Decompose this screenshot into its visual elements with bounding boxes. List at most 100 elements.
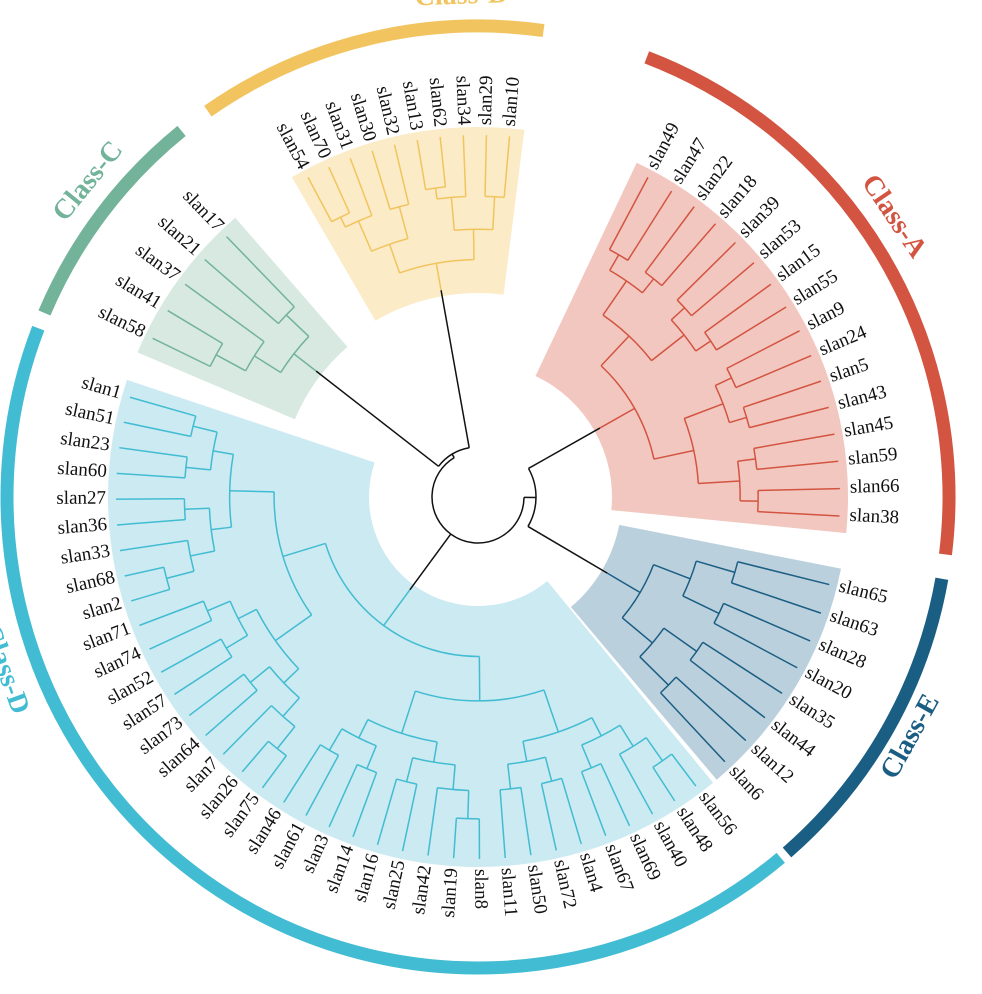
branch — [405, 757, 414, 782]
branch — [188, 673, 245, 717]
root-branch — [450, 349, 470, 448]
leaf-label: slan25 — [379, 858, 410, 911]
branch — [689, 659, 766, 719]
branch — [174, 656, 233, 695]
branch-arc — [602, 314, 653, 362]
branch — [726, 330, 800, 370]
branch — [698, 480, 740, 485]
clade-arc-b — [204, 19, 545, 117]
branch — [520, 787, 532, 856]
leaf-label: slan6 — [725, 761, 768, 805]
leaf-label: slan29 — [475, 75, 497, 125]
branch — [439, 136, 447, 188]
branch — [129, 396, 196, 417]
clade-stem — [541, 533, 608, 574]
branch — [184, 283, 265, 343]
branch — [462, 135, 467, 197]
branch-arc — [683, 418, 700, 484]
branch-arc — [255, 609, 300, 670]
branch — [349, 158, 373, 216]
branch — [358, 719, 369, 739]
branch-arc — [273, 491, 313, 616]
branch — [211, 526, 232, 531]
branch — [716, 306, 787, 351]
leaf-label: slan65 — [837, 576, 890, 608]
branch-arc — [522, 717, 593, 742]
branch-arc — [541, 777, 562, 785]
branch-arc — [753, 448, 758, 470]
branch-arc — [600, 365, 655, 460]
leaf-label: slan11 — [497, 867, 522, 917]
leaf-label: slan23 — [59, 428, 111, 456]
branch — [293, 353, 317, 372]
branch — [357, 220, 373, 252]
leaf-label: slan66 — [850, 476, 900, 498]
branch — [433, 741, 438, 763]
branch — [452, 818, 458, 859]
branch — [416, 140, 427, 190]
clade-stem — [315, 370, 367, 411]
branch — [749, 406, 829, 429]
branch-arc — [670, 319, 697, 352]
branch — [207, 600, 231, 612]
branch — [682, 595, 720, 615]
clade-label-b: Class-B — [414, 0, 507, 12]
branch — [253, 355, 282, 374]
clade-arc-e — [782, 577, 949, 858]
branch — [653, 563, 691, 580]
branch — [427, 787, 439, 856]
branch — [670, 307, 686, 321]
leaf-label: slan68 — [64, 567, 117, 598]
clade-stem — [409, 561, 432, 591]
branch — [653, 449, 694, 460]
branch — [190, 550, 215, 557]
branch — [704, 283, 772, 333]
branch — [123, 421, 191, 438]
branch-arc — [415, 689, 545, 702]
branch — [393, 144, 410, 205]
clade-sector-b — [291, 127, 525, 321]
branch — [641, 278, 655, 294]
branch — [204, 258, 279, 325]
leaf-label: slan5 — [827, 354, 872, 387]
leaf-label: slan8 — [470, 869, 491, 909]
leaf-label: slan33 — [59, 541, 111, 569]
branch — [753, 433, 835, 450]
branch — [507, 764, 512, 789]
clade-arc-a — [644, 51, 956, 556]
leaf-label: slan72 — [549, 858, 580, 911]
branch — [580, 771, 607, 836]
branch — [328, 166, 351, 214]
branch — [222, 705, 272, 755]
branch-arc — [399, 258, 475, 274]
branch — [305, 754, 340, 816]
branch — [283, 744, 322, 803]
leaf-label: slan63 — [827, 605, 881, 641]
branch-arc — [456, 817, 480, 820]
branch — [676, 241, 736, 301]
branch — [599, 407, 635, 429]
leaf-label: slan28 — [816, 634, 870, 673]
branch — [205, 689, 258, 737]
root-arc — [450, 497, 525, 544]
branch — [652, 766, 676, 802]
branch — [213, 450, 234, 456]
branch — [388, 243, 401, 274]
branch-arc — [730, 561, 739, 584]
leaf-label: slan38 — [849, 505, 900, 529]
branch — [376, 778, 398, 845]
branch — [119, 446, 188, 458]
branch — [609, 254, 620, 271]
root-branch — [527, 525, 543, 536]
branch — [758, 487, 840, 492]
branch — [352, 772, 378, 837]
branch — [124, 566, 165, 577]
leaf-label: slan50 — [523, 863, 551, 915]
leaf-label: slan2 — [80, 593, 124, 625]
leaf-label: slan34 — [451, 75, 474, 126]
clade-arc-d — [0, 325, 785, 975]
branch — [117, 518, 186, 526]
branch — [401, 783, 418, 852]
branch — [737, 561, 830, 586]
branch-arc — [324, 543, 480, 658]
